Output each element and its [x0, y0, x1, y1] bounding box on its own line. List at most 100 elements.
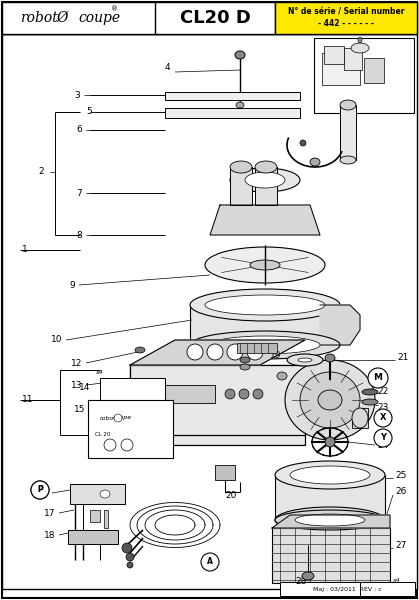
- Ellipse shape: [340, 100, 356, 110]
- Text: ®: ®: [111, 6, 119, 12]
- Bar: [280, 582, 415, 596]
- Text: 20: 20: [225, 491, 236, 499]
- Text: 11: 11: [22, 395, 34, 404]
- Text: CL20 D: CL20 D: [180, 9, 251, 27]
- Ellipse shape: [298, 358, 312, 362]
- Circle shape: [122, 543, 132, 553]
- Ellipse shape: [190, 289, 340, 321]
- Text: M: M: [373, 373, 383, 383]
- Ellipse shape: [325, 354, 335, 362]
- Text: X: X: [380, 413, 386, 422]
- Ellipse shape: [302, 572, 314, 580]
- Circle shape: [207, 344, 223, 360]
- Text: 4: 4: [165, 62, 171, 71]
- Ellipse shape: [277, 372, 287, 380]
- Polygon shape: [210, 205, 320, 235]
- Circle shape: [225, 389, 235, 399]
- Bar: [90, 510, 100, 522]
- Bar: [344, 48, 362, 70]
- Text: 24: 24: [377, 440, 388, 449]
- Bar: [100, 378, 165, 420]
- Bar: [155, 2, 275, 34]
- Text: 26: 26: [395, 487, 406, 497]
- Ellipse shape: [250, 260, 280, 270]
- Text: 3: 3: [74, 91, 80, 100]
- Text: 27: 27: [395, 541, 406, 550]
- Circle shape: [126, 553, 134, 561]
- Bar: [130, 365, 305, 445]
- Text: 5: 5: [86, 107, 92, 116]
- Ellipse shape: [340, 156, 356, 164]
- Ellipse shape: [275, 510, 385, 530]
- Bar: [272, 528, 390, 583]
- Polygon shape: [130, 340, 305, 365]
- Ellipse shape: [205, 295, 325, 315]
- Ellipse shape: [310, 158, 320, 166]
- Text: 17: 17: [44, 509, 55, 517]
- Circle shape: [187, 344, 203, 360]
- Circle shape: [374, 409, 392, 427]
- Text: Ø: Ø: [56, 11, 68, 25]
- Text: 2: 2: [39, 167, 44, 176]
- Text: 28: 28: [295, 577, 306, 587]
- Ellipse shape: [190, 331, 340, 359]
- Text: 13: 13: [70, 380, 82, 389]
- Bar: [324, 46, 344, 64]
- Bar: [230, 167, 252, 205]
- Circle shape: [127, 562, 133, 568]
- Text: - 442 - - - - - -: - 442 - - - - - -: [318, 19, 374, 28]
- Bar: [70, 484, 125, 504]
- Ellipse shape: [230, 161, 252, 173]
- Ellipse shape: [300, 372, 360, 428]
- Ellipse shape: [275, 461, 385, 489]
- Ellipse shape: [245, 172, 285, 188]
- Ellipse shape: [240, 364, 250, 370]
- Text: 21: 21: [397, 353, 409, 362]
- Ellipse shape: [255, 161, 277, 173]
- Ellipse shape: [275, 507, 385, 533]
- Text: 1: 1: [22, 245, 28, 254]
- Bar: [340, 105, 356, 160]
- Bar: [160, 385, 215, 403]
- Circle shape: [253, 389, 263, 399]
- Circle shape: [325, 437, 335, 447]
- Text: P: P: [37, 485, 43, 494]
- Circle shape: [201, 553, 219, 571]
- Ellipse shape: [240, 357, 250, 363]
- Text: 19: 19: [270, 350, 282, 359]
- Bar: [88, 400, 173, 458]
- Text: 16: 16: [36, 488, 48, 497]
- Ellipse shape: [285, 360, 375, 440]
- Ellipse shape: [235, 51, 245, 59]
- Bar: [314, 38, 414, 113]
- Bar: [190, 305, 340, 345]
- Text: Maj : 03/2011  REV : c: Maj : 03/2011 REV : c: [313, 587, 381, 592]
- Text: 7: 7: [76, 188, 82, 197]
- Text: robot: robot: [100, 415, 116, 421]
- Ellipse shape: [290, 466, 370, 484]
- Ellipse shape: [362, 399, 378, 405]
- Bar: [2, 2, 157, 34]
- Circle shape: [31, 481, 49, 499]
- Text: 12: 12: [71, 358, 82, 367]
- Bar: [280, 582, 360, 596]
- Text: 15: 15: [73, 406, 85, 415]
- Circle shape: [374, 429, 392, 447]
- Text: 23: 23: [377, 403, 388, 413]
- Text: coupe: coupe: [78, 11, 120, 25]
- Bar: [364, 58, 384, 83]
- Bar: [68, 530, 118, 544]
- Bar: [215, 465, 235, 480]
- Text: robot: robot: [20, 11, 58, 25]
- Text: x4: x4: [392, 577, 400, 583]
- Ellipse shape: [300, 140, 306, 146]
- Text: 10: 10: [51, 335, 62, 344]
- Circle shape: [227, 344, 243, 360]
- Text: x4: x4: [95, 370, 103, 376]
- Circle shape: [31, 481, 49, 499]
- Ellipse shape: [352, 408, 368, 428]
- Ellipse shape: [295, 514, 365, 526]
- Circle shape: [114, 414, 122, 422]
- Polygon shape: [320, 305, 360, 345]
- Circle shape: [239, 389, 249, 399]
